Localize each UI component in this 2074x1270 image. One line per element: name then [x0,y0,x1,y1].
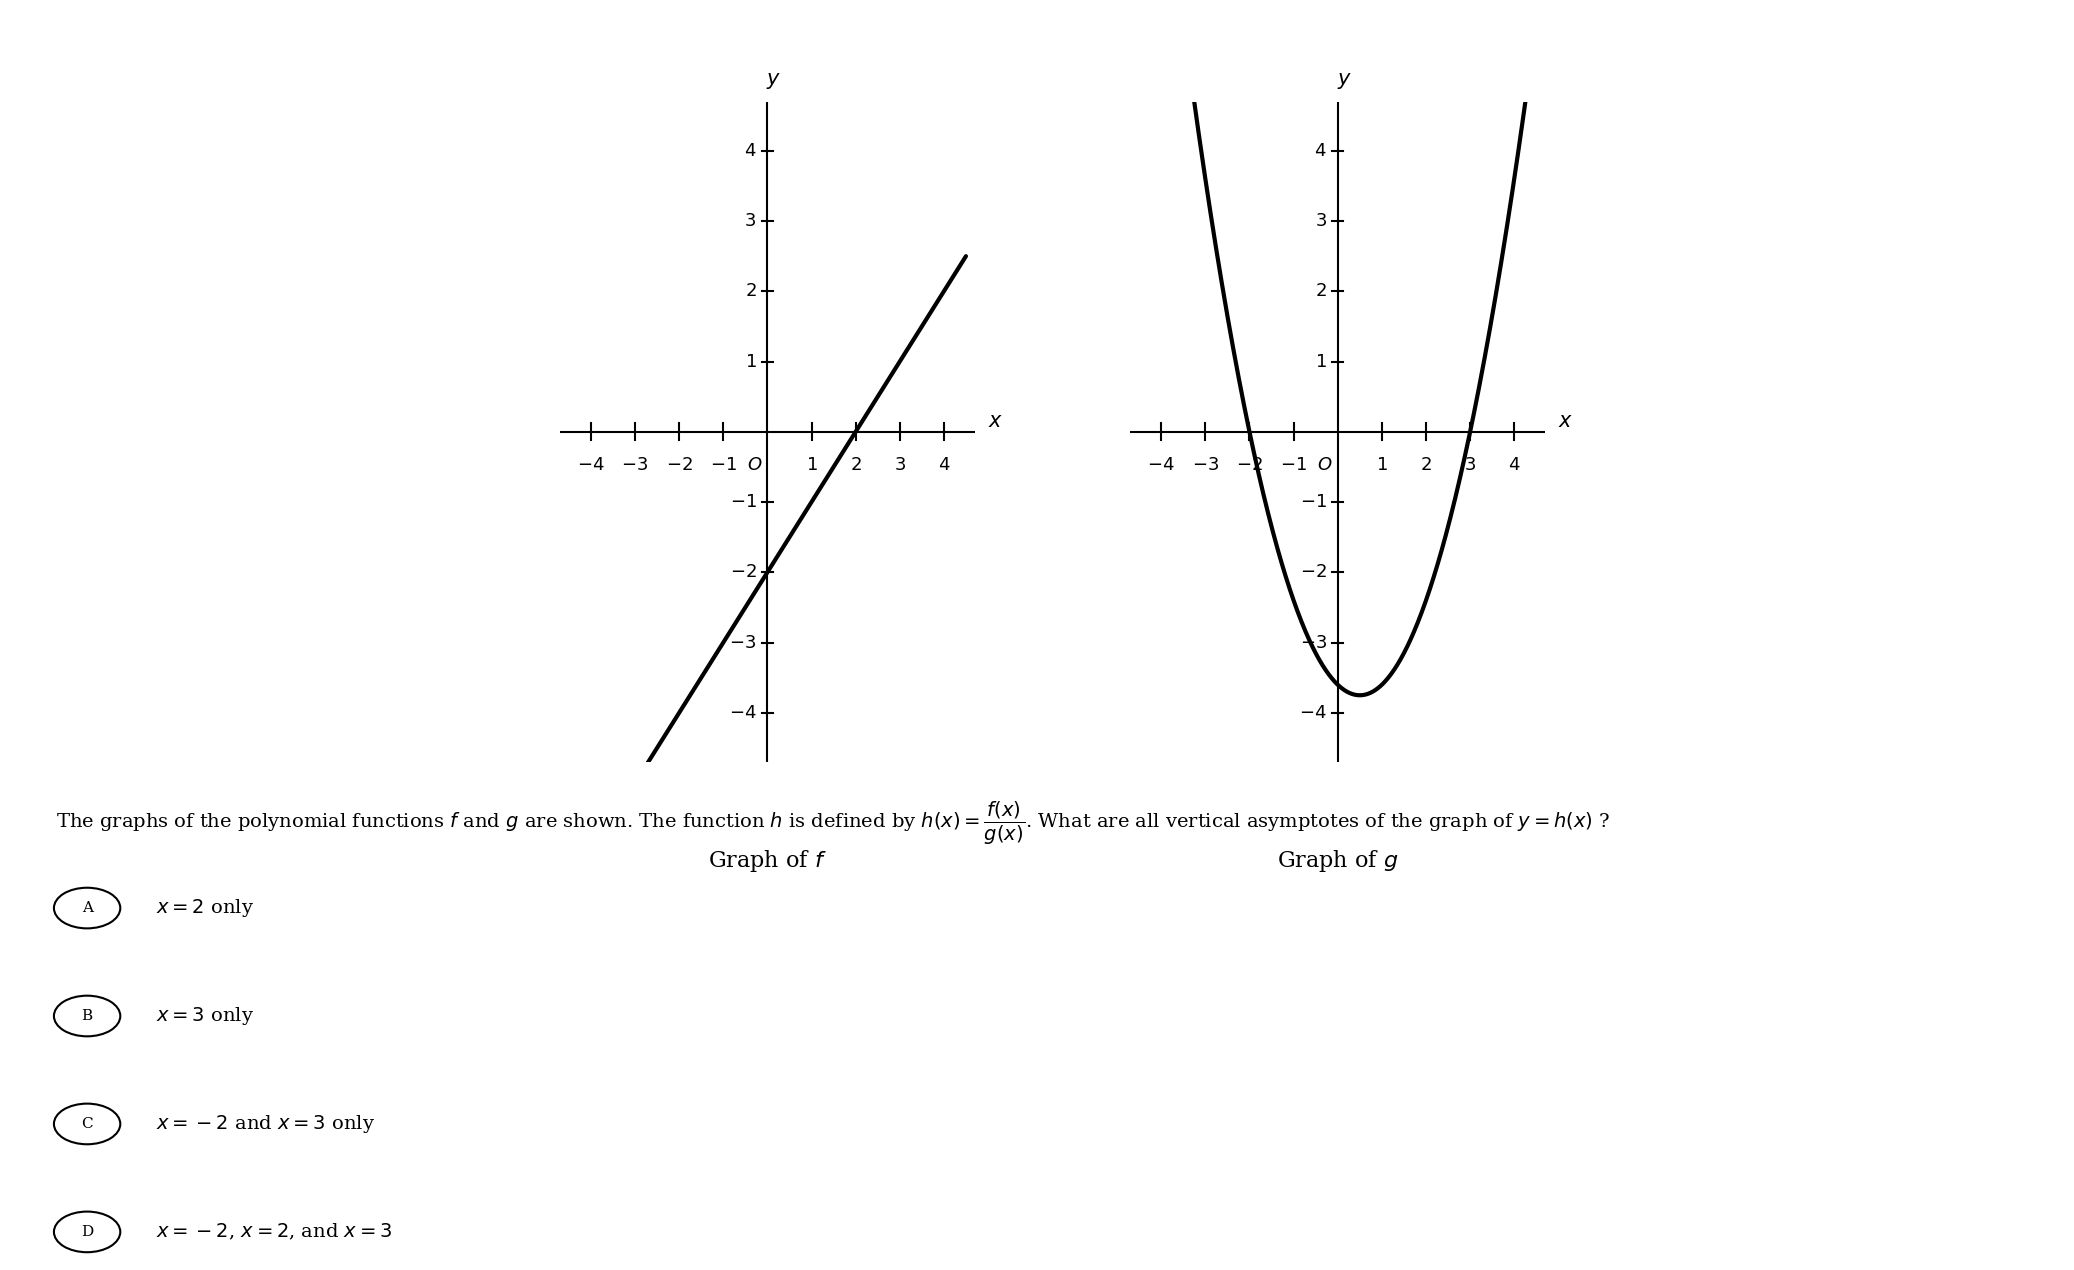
Text: $2$: $2$ [1421,456,1431,475]
Text: $-4$: $-4$ [577,456,606,475]
Text: $O$: $O$ [1317,456,1332,475]
Text: $4$: $4$ [745,142,757,160]
Text: $4$: $4$ [1315,142,1327,160]
Text: $-1$: $-1$ [1300,493,1327,511]
Text: $-2$: $-2$ [1236,456,1263,475]
Text: $4$: $4$ [937,456,950,475]
Text: $4$: $4$ [1508,456,1520,475]
Text: $2$: $2$ [850,456,861,475]
Text: Graph of $g$: Graph of $g$ [1278,848,1398,874]
Text: C: C [81,1116,93,1132]
Text: $O$: $O$ [747,456,761,475]
Text: B: B [81,1008,93,1024]
Text: Graph of $f$: Graph of $f$ [707,848,828,874]
Text: $x$: $x$ [987,411,1004,431]
Text: $3$: $3$ [745,212,757,230]
Text: $x = -2$, $x = 2$, and $x = 3$: $x = -2$, $x = 2$, and $x = 3$ [156,1222,392,1242]
Text: $x$: $x$ [1558,411,1574,431]
Text: $-2$: $-2$ [730,564,757,582]
Text: $x = 3$ only: $x = 3$ only [156,1005,253,1027]
Text: $x = 2$ only: $x = 2$ only [156,897,253,919]
Text: $2$: $2$ [745,282,757,300]
Text: $y$: $y$ [1338,71,1352,91]
Text: $1$: $1$ [1315,353,1327,371]
Text: $y$: $y$ [767,71,782,91]
Text: $-1$: $-1$ [1280,456,1307,475]
Text: $-4$: $-4$ [1298,704,1327,721]
Text: $3$: $3$ [894,456,906,475]
Text: $3$: $3$ [1315,212,1327,230]
Text: $x = -2$ and $x = 3$ only: $x = -2$ and $x = 3$ only [156,1113,375,1135]
Text: $-3$: $-3$ [1193,456,1220,475]
Text: A: A [81,900,93,916]
Text: $-4$: $-4$ [728,704,757,721]
Text: $-1$: $-1$ [709,456,736,475]
Text: $-4$: $-4$ [1147,456,1176,475]
Text: $-3$: $-3$ [622,456,649,475]
Text: $1$: $1$ [745,353,757,371]
Text: The graphs of the polynomial functions $f$ and $g$ are shown. The function $h$ i: The graphs of the polynomial functions $… [56,800,1609,847]
Text: $-2$: $-2$ [1300,564,1327,582]
Text: D: D [81,1224,93,1240]
Text: $1$: $1$ [1375,456,1388,475]
Text: $3$: $3$ [1464,456,1477,475]
Text: $-3$: $-3$ [1300,634,1327,652]
Text: $2$: $2$ [1315,282,1327,300]
Text: $-3$: $-3$ [730,634,757,652]
Text: $1$: $1$ [805,456,817,475]
Text: $-2$: $-2$ [666,456,693,475]
Text: $-1$: $-1$ [730,493,757,511]
